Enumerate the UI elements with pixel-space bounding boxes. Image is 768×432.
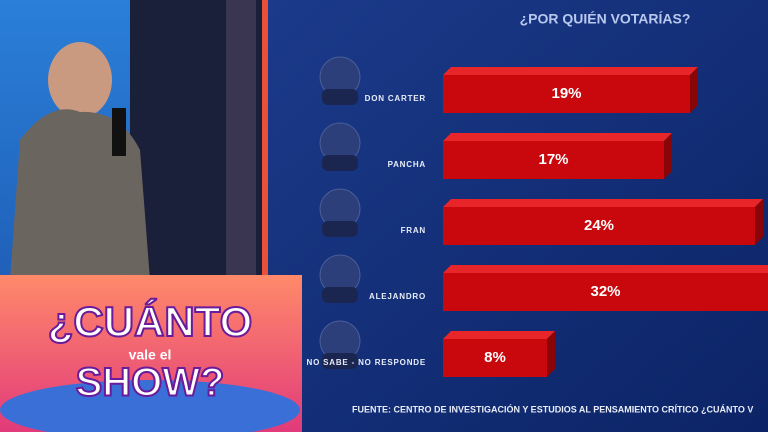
bar-side bbox=[755, 199, 763, 245]
logo: ¿CUÁNTO vale el SHOW? bbox=[0, 275, 302, 432]
bar bbox=[443, 75, 690, 113]
value-label: 17% bbox=[538, 151, 568, 168]
bar-top bbox=[443, 133, 672, 141]
category-label: ALEJANDRO bbox=[369, 292, 426, 301]
value-label: 8% bbox=[484, 349, 506, 366]
category-label: FRAN bbox=[401, 226, 426, 235]
bar bbox=[443, 141, 664, 179]
photo-strip bbox=[226, 0, 256, 275]
portrait-body bbox=[322, 221, 358, 237]
chart-title: ¿POR QUIÉN VOTARÍAS? bbox=[520, 11, 691, 27]
bar bbox=[443, 339, 547, 377]
source: FUENTE: CENTRO DE INVESTIGACIÓN Y ESTUDI… bbox=[352, 403, 753, 414]
category-label: PANCHA bbox=[388, 160, 426, 169]
category-label: NO SABE - NO RESPONDE bbox=[307, 358, 426, 367]
bar bbox=[443, 207, 755, 245]
bar-top bbox=[443, 199, 763, 207]
portrait-body bbox=[322, 155, 358, 171]
bar-side bbox=[664, 133, 672, 179]
bar-top bbox=[443, 265, 768, 273]
value-label: 32% bbox=[590, 283, 620, 300]
bar-side bbox=[690, 67, 698, 113]
bar-top bbox=[443, 67, 698, 75]
value-label: 24% bbox=[584, 217, 614, 234]
bar-side bbox=[547, 331, 555, 377]
bar bbox=[443, 273, 768, 311]
bar-top bbox=[443, 331, 555, 339]
value-label: 19% bbox=[551, 85, 581, 102]
panel-edge bbox=[262, 0, 268, 275]
logo-line2: vale el bbox=[129, 347, 172, 363]
portrait-body bbox=[322, 287, 358, 303]
logo-line1: ¿CUÁNTO bbox=[48, 298, 253, 345]
category-label: DON CARTER bbox=[365, 94, 426, 103]
portrait-body bbox=[322, 89, 358, 105]
logo-line3: SHOW? bbox=[76, 361, 225, 405]
presenter bbox=[10, 42, 150, 280]
portrait-body bbox=[322, 353, 358, 369]
